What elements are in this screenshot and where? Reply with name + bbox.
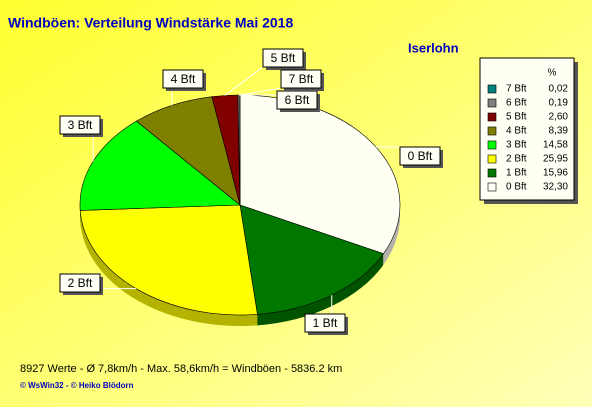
slice-label: 0 Bft (408, 149, 433, 163)
slice-label: 6 Bft (285, 93, 310, 107)
legend-header: % (548, 68, 557, 79)
footer: 8927 Werte - Ø 7,8km/h - Max. 58,6km/h =… (20, 363, 342, 375)
legend-value: 14,58 (543, 140, 568, 151)
legend-swatch (487, 84, 497, 94)
legend-label: 5 Bft (506, 112, 527, 123)
legend-label: 2 Bft (506, 154, 527, 165)
label-box (280, 69, 322, 89)
legend-value: 25,95 (543, 154, 568, 165)
callout-line (224, 66, 264, 96)
slice-label: 4 Bft (171, 72, 196, 86)
legend-label: 4 Bft (506, 126, 527, 137)
legend-label: 0 Bft (506, 182, 527, 193)
label-box (399, 146, 441, 166)
slice (135, 96, 241, 206)
slice (79, 120, 241, 211)
legend-swatch (487, 154, 497, 164)
slice (239, 204, 384, 315)
slice-label: 5 Bft (271, 51, 296, 65)
legend-value: 32,30 (543, 182, 568, 193)
legend-swatch (487, 182, 497, 192)
legend-value: 0,19 (549, 98, 569, 109)
legend-label: 6 Bft (506, 98, 527, 109)
legend-value: 8,39 (549, 126, 569, 137)
label-box (304, 313, 346, 333)
label-box (162, 69, 204, 89)
legend-value: 0,02 (549, 84, 569, 95)
callout-line (239, 87, 282, 96)
legend-swatch (487, 168, 497, 178)
slice-label: 3 Bft (68, 118, 93, 132)
legend-swatch (487, 126, 497, 136)
legend-value: 15,96 (543, 168, 568, 179)
label-box (59, 273, 101, 293)
chart-title: Windböen: Verteilung Windstärke Mai 2018 (8, 15, 293, 31)
legend-label: 7 Bft (506, 84, 527, 95)
legend-label: 3 Bft (506, 140, 527, 151)
slice-label: 1 Bft (313, 316, 338, 330)
credits: © WsWin32 - © Heiko Blödorn (20, 381, 134, 390)
legend-value: 2,60 (549, 112, 569, 123)
label-box (59, 115, 101, 135)
slice-label: 2 Bft (68, 276, 93, 290)
legend-swatch (487, 112, 497, 122)
legend-swatch (487, 140, 497, 150)
label-box (262, 48, 304, 68)
legend-swatch (487, 98, 497, 108)
slice-label: 7 Bft (289, 72, 314, 86)
slice (79, 204, 258, 316)
subtitle: Iserlohn (408, 40, 459, 55)
legend-label: 1 Bft (506, 168, 527, 179)
